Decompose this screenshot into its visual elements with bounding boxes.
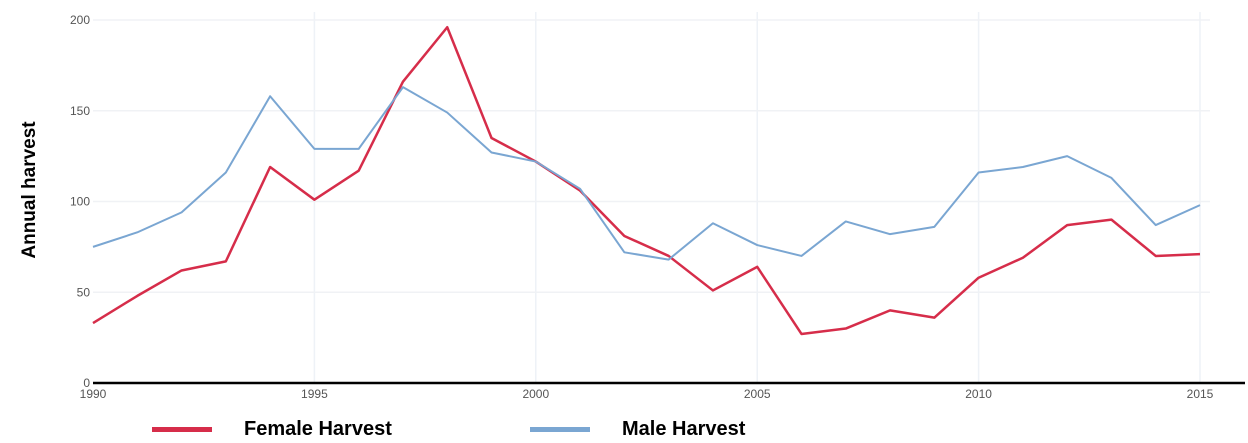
x-tick-label: 2000 xyxy=(522,387,549,401)
y-tick-label: 0 xyxy=(83,376,90,390)
legend-swatch-male xyxy=(530,427,590,432)
legend-label-female: Female Harvest xyxy=(244,418,392,440)
y-tick-label: 100 xyxy=(70,195,90,209)
legend-item-female: Female Harvest xyxy=(152,418,392,441)
legend-item-male: Male Harvest xyxy=(530,418,745,441)
legend-label-male: Male Harvest xyxy=(622,418,746,440)
line-chart: 0 50 100 150 200 1990 1995 2000 2005 2010 2015 xyxy=(70,12,1245,401)
x-tick-label: 2005 xyxy=(744,387,771,401)
x-tick-label: 2010 xyxy=(965,387,992,401)
y-tick-label: 50 xyxy=(77,285,91,299)
x-tick-label: 1995 xyxy=(301,387,328,401)
y-tick-label: 150 xyxy=(70,104,90,118)
x-tick-label: 2015 xyxy=(1187,387,1214,401)
x-tick-label: 1990 xyxy=(80,387,107,401)
legend-swatch-female xyxy=(152,427,212,432)
series-line-female xyxy=(92,26,1201,336)
series-line-male xyxy=(92,86,1201,261)
legend: Female Harvest Male Harvest xyxy=(0,418,1248,443)
y-tick-label: 200 xyxy=(70,13,90,27)
